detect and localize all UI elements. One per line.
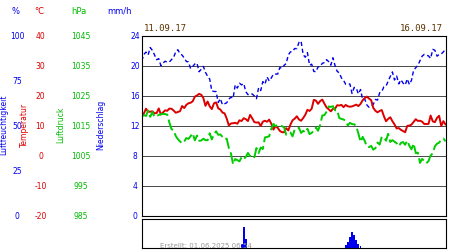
Text: Luftdruck: Luftdruck [56, 107, 65, 143]
Text: 75: 75 [12, 77, 22, 86]
Text: Niederschlag: Niederschlag [97, 100, 106, 150]
Bar [243, 228, 245, 248]
Text: 24: 24 [130, 32, 140, 41]
Text: 40: 40 [36, 32, 45, 41]
Bar [347, 242, 349, 248]
Text: %: % [12, 7, 20, 16]
Bar [360, 246, 361, 248]
Text: 30: 30 [36, 62, 45, 71]
Text: 20: 20 [130, 62, 140, 71]
Text: hPa: hPa [71, 7, 86, 16]
Text: -20: -20 [34, 212, 47, 221]
Bar [353, 234, 355, 248]
Bar [351, 232, 353, 248]
Text: Temperatur: Temperatur [20, 103, 29, 147]
Bar [356, 240, 357, 248]
Text: 100: 100 [10, 32, 24, 41]
Text: 16: 16 [130, 92, 140, 101]
Text: 1025: 1025 [72, 92, 90, 101]
Text: Luftfeuchtigkeit: Luftfeuchtigkeit [0, 95, 8, 155]
Text: 0: 0 [133, 212, 137, 221]
Text: 4: 4 [133, 182, 137, 191]
Text: 25: 25 [12, 167, 22, 176]
Text: -10: -10 [34, 182, 47, 191]
Bar [349, 237, 351, 248]
Text: 16.09.17: 16.09.17 [400, 24, 443, 33]
Text: 8: 8 [133, 152, 137, 161]
Text: 1035: 1035 [71, 62, 91, 71]
Text: Erstellt: 01.06.2025 06:54: Erstellt: 01.06.2025 06:54 [160, 243, 252, 249]
Bar [345, 245, 346, 248]
Text: 0: 0 [15, 212, 19, 221]
Text: 20: 20 [36, 92, 45, 101]
Text: 1045: 1045 [71, 32, 91, 41]
Text: 1015: 1015 [72, 122, 90, 131]
Text: 0: 0 [38, 152, 43, 161]
Bar [245, 239, 247, 248]
Text: 985: 985 [74, 212, 88, 221]
Text: °C: °C [35, 7, 45, 16]
Bar [357, 244, 360, 248]
Text: 1005: 1005 [71, 152, 91, 161]
Text: 10: 10 [36, 122, 45, 131]
Text: 12: 12 [130, 122, 140, 131]
Text: mm/h: mm/h [107, 7, 131, 16]
Bar [241, 244, 243, 248]
Text: 11.09.17: 11.09.17 [144, 24, 187, 33]
Text: 50: 50 [12, 122, 22, 131]
Text: 995: 995 [74, 182, 88, 191]
